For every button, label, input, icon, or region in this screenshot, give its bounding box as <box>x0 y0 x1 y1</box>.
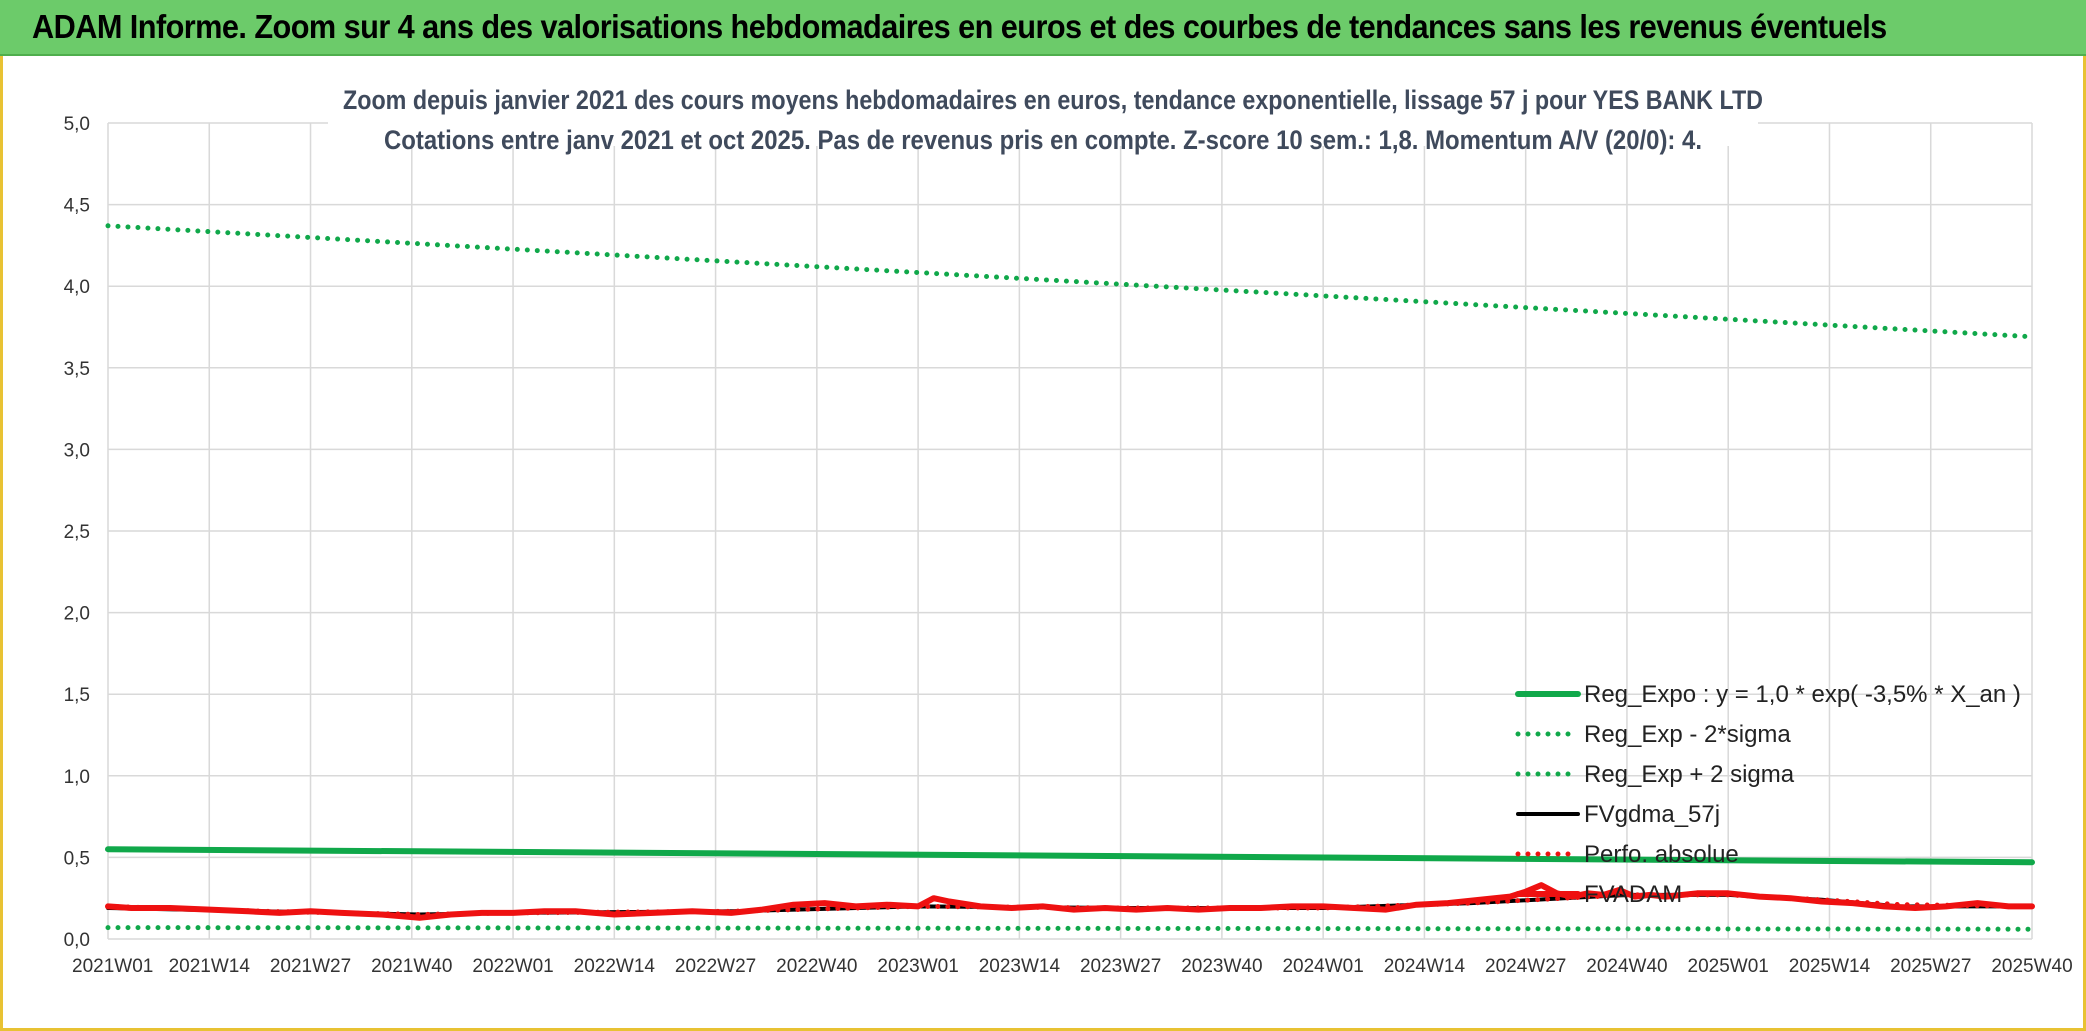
x-tick-label: 2023W40 <box>1181 956 1262 977</box>
header-bar: ADAM Informe. Zoom sur 4 ans des valoris… <box>0 0 2086 56</box>
title-background <box>328 78 1758 146</box>
y-tick-label: 1,0 <box>64 767 90 788</box>
y-tick-label: 2,5 <box>64 522 90 543</box>
series-line-reg-exp <box>105 223 2035 340</box>
x-tick-label: 2023W27 <box>1080 956 1161 977</box>
y-tick-label: 4,0 <box>64 277 90 298</box>
x-tick-label: 2024W14 <box>1384 956 1466 977</box>
chart-title-line-2: Cotations entre janv 2021 et oct 2025. P… <box>384 125 1702 155</box>
x-tick-label: 2021W14 <box>169 956 251 977</box>
legend-label: FVADAM <box>1584 881 1682 908</box>
x-tick-label: 2021W27 <box>270 956 351 977</box>
x-tick-label: 2025W01 <box>1688 956 1769 977</box>
y-tick-label: 0,5 <box>64 848 90 869</box>
x-tick-label: 2025W14 <box>1789 956 1871 977</box>
x-tick-label: 2022W14 <box>574 956 656 977</box>
y-tick-label: 5,0 <box>64 114 90 135</box>
x-tick-label: 2025W40 <box>1991 956 2072 977</box>
legend: Reg_Expo : y = 1,0 * exp( -3,5% * X_an )… <box>1515 681 2021 908</box>
x-tick-label: 2022W40 <box>776 956 857 977</box>
y-tick-label: 3,0 <box>64 440 90 461</box>
x-tick-label: 2024W01 <box>1282 956 1363 977</box>
series-line-perfo-absolue <box>105 892 2035 917</box>
y-tick-label: 0,0 <box>64 930 90 951</box>
x-tick-label: 2024W27 <box>1485 956 1566 977</box>
chart: 0,0 0,5 1,0 1,5 2,0 2,5 3,0 3,5 4,0 4,5 5,0 2021W0… <box>64 78 2073 977</box>
x-axis-ticks: 2021W01 2021W14 2021W27 2021W40 2022W01 2022W… <box>72 956 2073 977</box>
legend-label: Reg_Exp + 2 sigma <box>1584 761 1795 788</box>
y-tick-label: 2,0 <box>64 604 90 625</box>
legend-label: Reg_Exp - 2*sigma <box>1584 721 1791 748</box>
x-tick-label: 2022W27 <box>675 956 756 977</box>
chart-frame: 0,0 0,5 1,0 1,5 2,0 2,5 3,0 3,5 4,0 4,5 5,0 2021W0… <box>0 56 2086 1031</box>
legend-label: Perfo. absolue <box>1584 841 1739 868</box>
x-tick-label: 2021W01 <box>72 956 153 977</box>
page-title: ADAM Informe. Zoom sur 4 ans des valoris… <box>32 8 1887 45</box>
x-tick-label: 2023W14 <box>979 956 1061 977</box>
y-tick-label: 1,5 <box>64 685 90 706</box>
legend-label: FVgdma_57j <box>1584 801 1720 828</box>
chart-title-line-1: Zoom depuis janvier 2021 des cours moyen… <box>343 85 1763 115</box>
series-lines <box>105 223 2035 932</box>
x-tick-label: 2021W40 <box>371 956 452 977</box>
series-line-reg-exp <box>105 925 2035 932</box>
series-line-reg-expo <box>105 846 2035 866</box>
grid-lines <box>107 122 2033 940</box>
legend-label: Reg_Expo : y = 1,0 * exp( -3,5% * X_an ) <box>1584 681 2021 708</box>
y-tick-label: 3,5 <box>64 359 90 380</box>
x-tick-label: 2025W27 <box>1890 956 1971 977</box>
x-tick-label: 2023W01 <box>877 956 958 977</box>
x-tick-label: 2022W01 <box>472 956 553 977</box>
y-axis-ticks: 0,0 0,5 1,0 1,5 2,0 2,5 3,0 3,5 4,0 4,5 5,0 <box>64 114 90 951</box>
x-tick-label: 2024W40 <box>1586 956 1667 977</box>
y-tick-label: 4,5 <box>64 196 90 217</box>
